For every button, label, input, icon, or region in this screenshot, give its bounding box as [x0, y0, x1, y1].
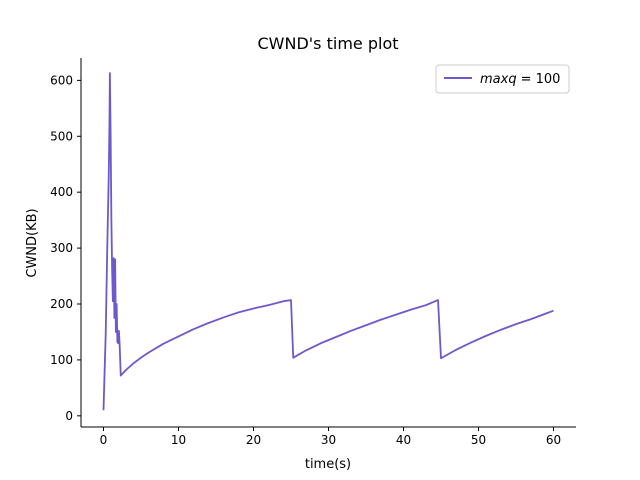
series-group — [102, 72, 554, 411]
axes — [80, 58, 576, 428]
y-tick-label: 600 — [50, 73, 73, 87]
y-axis-label: CWND(KB) — [25, 208, 40, 277]
y-tick-label: 0 — [65, 409, 73, 423]
legend: maxq = 100 — [435, 64, 570, 94]
x-tick-label: 10 — [171, 433, 186, 447]
x-tick-label: 40 — [396, 433, 411, 447]
y-tick-label: 300 — [50, 241, 73, 255]
series-line-maxq-100 — [102, 72, 554, 411]
legend-box — [435, 64, 570, 94]
chart-title: CWND's time plot — [258, 34, 399, 53]
legend-label-eq: = 100 — [521, 72, 561, 87]
legend-label-var: maxq — [480, 72, 517, 87]
x-tick-label: 50 — [471, 433, 486, 447]
x-tick-label: 30 — [321, 433, 336, 447]
x-tick-label: 20 — [246, 433, 261, 447]
x-tick-label: 60 — [546, 433, 561, 447]
y-tick-label: 200 — [50, 297, 73, 311]
x-tick-label: 0 — [100, 433, 108, 447]
y-tick-label: 400 — [50, 185, 73, 199]
y-tick-label: 100 — [50, 353, 73, 367]
x-axis-label: time(s) — [305, 457, 351, 472]
y-tick-label: 500 — [50, 129, 73, 143]
legend-label: maxq = 100 — [480, 72, 560, 87]
